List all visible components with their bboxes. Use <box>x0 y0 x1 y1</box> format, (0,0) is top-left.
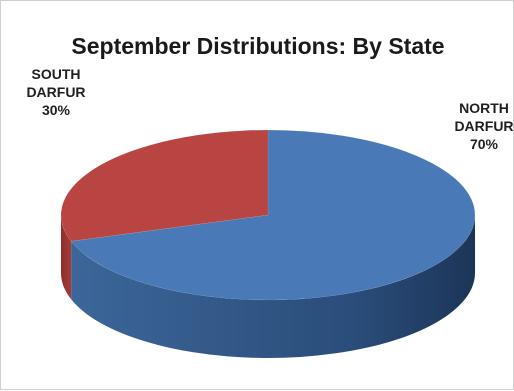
label-line: SOUTH <box>31 66 81 82</box>
label-line: DARFUR <box>454 118 514 134</box>
label-line: DARFUR <box>26 84 86 100</box>
chart-title: September Distributions: By State <box>71 33 445 59</box>
label-percent: 30% <box>41 102 71 118</box>
label-line: NORTH <box>459 100 509 116</box>
data-label-north-darfur: NORTH DARFUR 70% <box>447 99 514 153</box>
label-percent: 70% <box>469 136 499 152</box>
pie-slice-south-darfur <box>60 129 269 242</box>
pie-side-north-darfur <box>71 215 476 358</box>
pie-side-south-darfur <box>61 215 72 300</box>
pie-slice-north-darfur <box>70 129 476 301</box>
data-label-south-darfur: SOUTH DARFUR 30% <box>19 65 93 119</box>
